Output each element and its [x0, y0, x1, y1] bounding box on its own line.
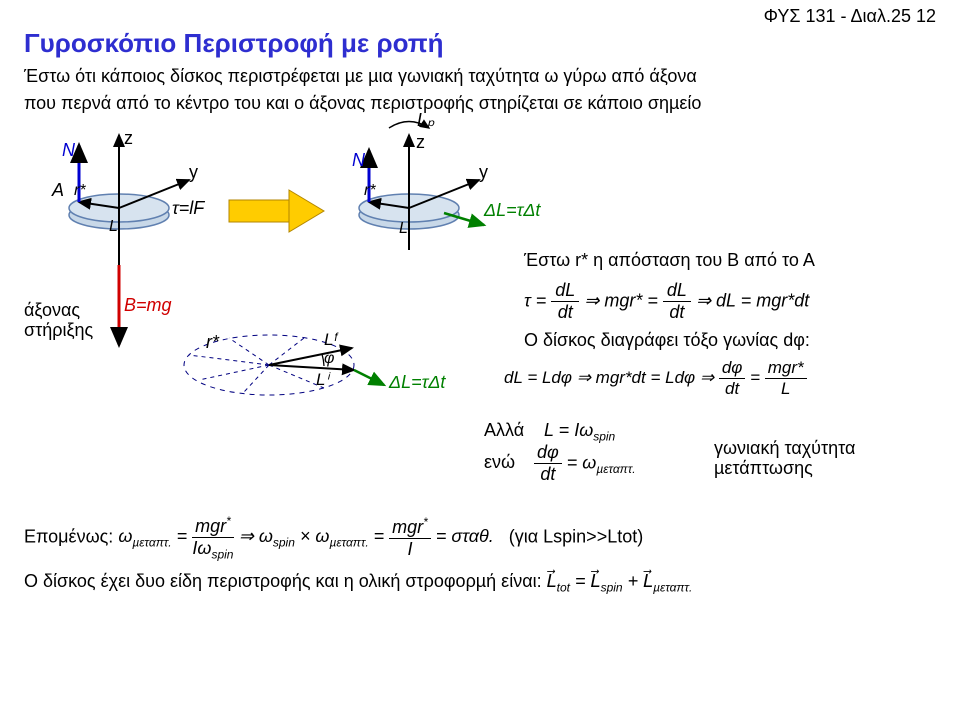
- label-rstar2: r*: [364, 182, 376, 200]
- label-eno: ενώ: [484, 452, 515, 473]
- label-y2: y: [479, 162, 488, 183]
- label-phi: φ: [324, 350, 334, 368]
- rtext-eq2: dL = Ldφ ⇒ mgr*dt = Ldφ ⇒ dφ dt = mgr* L: [504, 358, 807, 399]
- page-title: Γυροσκόπιο Περιστροφή με ροπή: [24, 28, 936, 59]
- intro-line-2: που περνά από το κέντρο του και ο άξονας…: [24, 92, 936, 115]
- label-dL1: ΔL=τΔt: [484, 200, 540, 221]
- rtext-eq4: dφ dt = ωµεταπτ.: [534, 442, 636, 485]
- intro-line-1: Έστω ότι κάποιος δίσκος περιστρέφεται µε…: [24, 65, 936, 88]
- rtext-eq1: τ = dL dt ⇒ mgr* = dL dt ⇒ dL = mgr*dt: [524, 280, 809, 323]
- label-Bmg: B=mg: [124, 295, 172, 316]
- label-tau-lF: τ=lF: [172, 198, 204, 219]
- label-L1: L: [109, 218, 118, 236]
- label-dL2: ΔL=τΔt: [389, 372, 445, 393]
- label-y1: y: [189, 162, 198, 183]
- bottom-line-1: Επομένως: ωµεταπτ. = mgr* Iωspin ⇒ ωspin…: [24, 514, 936, 562]
- rtext-line1: Έστω r* η απόσταση του Β από το Α: [524, 250, 815, 271]
- bottom-note: (για Lspin>>Ltot): [509, 526, 643, 546]
- page-header: ΦΥΣ 131 - Διαλ.25 12: [764, 6, 936, 27]
- rtext-line2: Ο δίσκος διαγράφει τόξο γωνίας dφ:: [524, 330, 810, 351]
- main-diagram: A N z y L r* τ=lF N z y L r* ΔL=τΔt Lₚ ά…: [24, 120, 936, 420]
- label-Li: Lⁱ: [316, 370, 329, 390]
- label-Lp: Lₚ: [417, 110, 435, 131]
- label-z2: z: [416, 132, 425, 153]
- bottom-line-2: Ο δίσκος έχει δυο είδη περιστροφής και η…: [24, 571, 936, 595]
- label-axis1: άξονας: [24, 300, 80, 321]
- epom-label: Επομένως:: [24, 526, 113, 546]
- label-L2: L: [399, 220, 408, 238]
- label-axis2: στήριξης: [24, 320, 93, 341]
- label-A: A: [52, 180, 64, 201]
- label-rstar3: r*: [206, 332, 219, 353]
- gw1: γωνιακή ταχύτητα: [714, 438, 855, 459]
- label-N1: N: [62, 140, 75, 161]
- label-N2: N: [352, 150, 365, 171]
- rtext-eq3: L = Iωspin: [544, 420, 615, 444]
- label-Lf: Lᶠ: [324, 330, 337, 350]
- bottom-last: Ο δίσκος έχει δυο είδη περιστροφής και η…: [24, 571, 542, 591]
- gw2: µετάπτωσης: [714, 458, 813, 479]
- label-alla: Αλλά: [484, 420, 524, 441]
- label-z1: z: [124, 128, 133, 149]
- label-rstar1: r*: [74, 182, 86, 200]
